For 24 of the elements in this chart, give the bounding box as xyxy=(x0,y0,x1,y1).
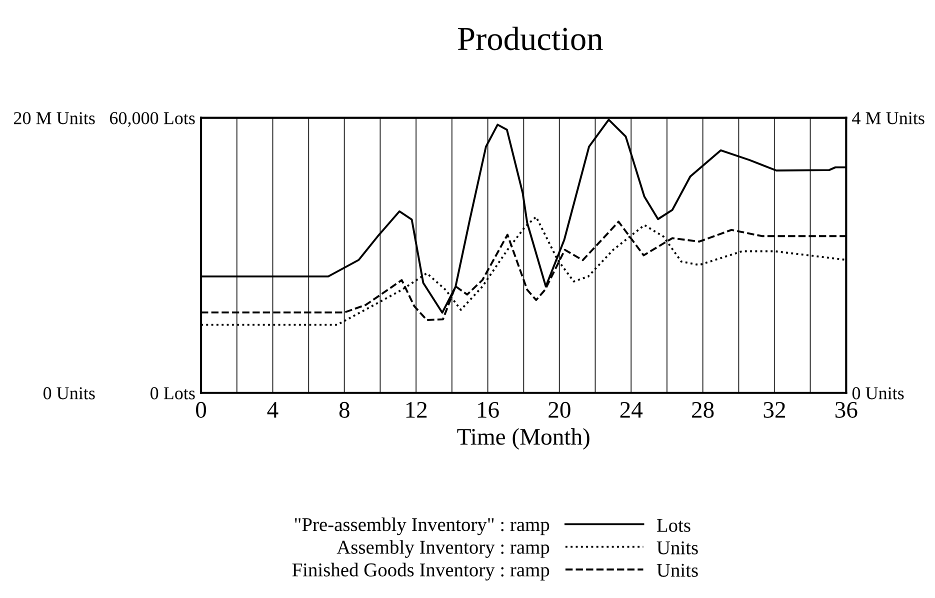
x-tick-label: 24 xyxy=(620,402,643,418)
y-tick-label: 0 Lots xyxy=(150,387,195,400)
x-tick-label: 36 xyxy=(836,402,858,418)
x-tick-label: 0 xyxy=(196,402,206,418)
y2-tick-label: 20 M Units xyxy=(14,112,95,124)
text: Units xyxy=(656,564,698,577)
x-tick-label: 32 xyxy=(764,402,785,418)
legend-label: "Pre-assembly Inventory" : ramp xyxy=(294,517,550,536)
x-tick-label: 28 xyxy=(692,402,714,418)
y3-tick-label: 4 M Units xyxy=(852,112,924,124)
text: Lots xyxy=(656,519,690,532)
text: Units xyxy=(656,541,698,554)
y-tick-label: 60,000 Lots xyxy=(110,112,195,127)
y3-tick-label: 0 Units xyxy=(852,387,904,400)
x-axis-title: Time (Month) xyxy=(457,428,590,450)
y2-tick-label: 0 Units xyxy=(43,387,95,400)
x-tick-label: 16 xyxy=(478,402,499,418)
legend-label: Assembly Inventory : ramp xyxy=(336,540,550,558)
legend-label: Finished Goods Inventory : ramp xyxy=(292,562,550,580)
x-tick-label: 20 xyxy=(548,402,570,418)
x-tick-label: 8 xyxy=(339,402,350,418)
x-tick-label: 12 xyxy=(406,402,427,418)
x-tick-label: 4 xyxy=(267,402,278,418)
chart-title: Production xyxy=(458,26,603,50)
